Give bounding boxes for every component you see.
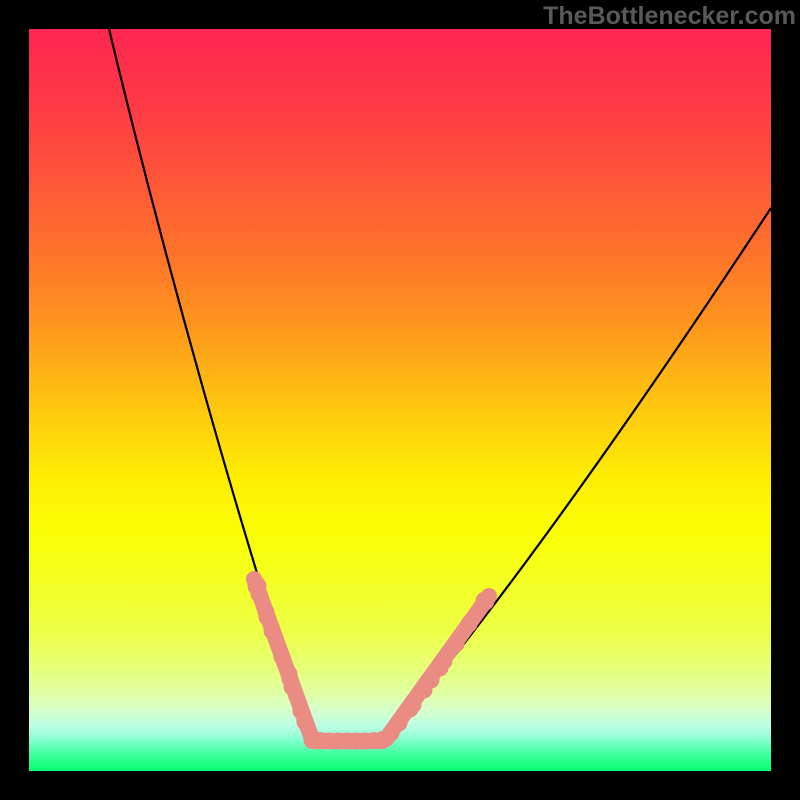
marker-dot — [391, 715, 408, 732]
plot-area — [29, 29, 771, 771]
chart-frame: TheBottlenecker.com — [0, 0, 800, 800]
marker-dot — [461, 616, 478, 633]
marker-dot — [251, 586, 268, 603]
marker-dot — [448, 636, 465, 653]
watermark-text: TheBottlenecker.com — [543, 2, 796, 31]
marker-dot — [405, 697, 422, 714]
marker-dot — [274, 649, 291, 666]
marker-dot — [297, 714, 314, 731]
curve-overlay — [29, 29, 771, 771]
marker-dot — [264, 623, 281, 640]
marker-dot — [476, 592, 495, 611]
marker-dot — [284, 679, 301, 696]
marker-dot — [436, 653, 453, 670]
